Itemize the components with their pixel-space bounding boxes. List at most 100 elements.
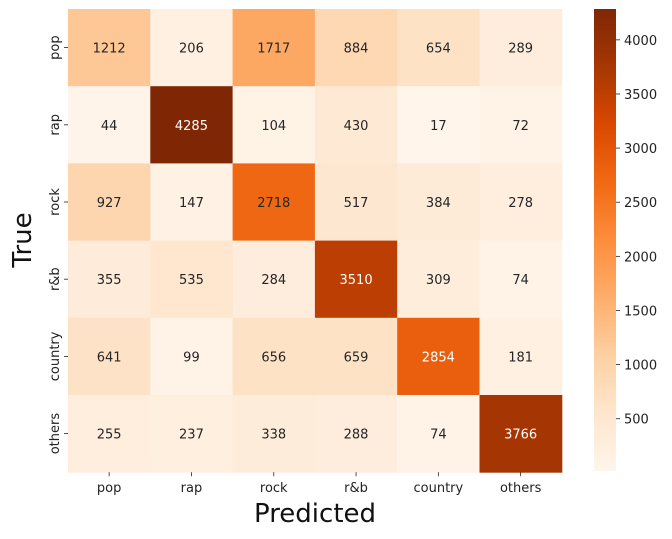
- colorbar-tick-label: 3500: [624, 88, 657, 103]
- heatmap-cell: [232, 163, 316, 242]
- colorbar-tick-label: 2500: [624, 196, 657, 211]
- x-tick-label: r&b: [344, 481, 368, 496]
- heatmap-cell-labels: 1212 206 1717 884 654 289 44 4285 104 430 17 72 927 1…: [93, 42, 538, 443]
- y-tick-label: country: [48, 331, 63, 381]
- y-axis-ticks: pop rap rock r&b country others: [48, 35, 68, 454]
- cell-value-label: 656: [261, 350, 286, 365]
- cell-value-label: 3510: [340, 273, 373, 288]
- cell-value-label: 3766: [504, 428, 537, 443]
- heatmap-cell: [479, 86, 563, 164]
- heatmap-cell: [68, 240, 151, 319]
- x-axis-ticks: pop rap rock r&b country others: [97, 472, 542, 496]
- heatmap-cell: [68, 9, 151, 87]
- heatmap-cell: [232, 9, 316, 87]
- cell-value-label: 2854: [422, 350, 455, 365]
- cell-value-label: 355: [97, 273, 122, 288]
- x-tick-label: rap: [181, 481, 203, 496]
- heatmap-cell: [150, 240, 234, 319]
- cell-value-label: 535: [179, 273, 204, 288]
- heatmap-cell: [314, 86, 398, 164]
- x-tick-label: others: [500, 481, 542, 496]
- y-axis-title: True: [8, 212, 38, 268]
- heatmap-cell: [150, 317, 234, 396]
- colorbar-tick-label: 1500: [624, 304, 657, 319]
- cell-value-label: 74: [512, 273, 529, 288]
- y-tick-label: others: [48, 413, 63, 455]
- heatmap-cell: [397, 395, 480, 473]
- cell-value-label: 284: [261, 273, 286, 288]
- cell-value-label: 384: [426, 196, 451, 211]
- cell-value-label: 181: [508, 350, 533, 365]
- cell-value-label: 659: [344, 350, 369, 365]
- y-tick-label: r&b: [48, 267, 63, 291]
- heatmap-cell: [314, 395, 398, 473]
- cell-value-label: 17: [430, 119, 447, 134]
- cell-value-label: 927: [97, 196, 122, 211]
- heatmap-cell: [68, 86, 151, 164]
- heatmap-cell: [397, 163, 480, 242]
- cell-value-label: 289: [508, 42, 533, 57]
- heatmap-cell: [150, 9, 234, 87]
- cell-value-label: 884: [344, 42, 369, 57]
- colorbar-ticks: 500 1000 1500 2000 2500 3000 3500 4000: [616, 34, 657, 428]
- heatmap-cell: [232, 317, 316, 396]
- heatmap-cell: [479, 163, 563, 242]
- heatmap-cell: [314, 163, 398, 242]
- cell-value-label: 278: [508, 196, 533, 211]
- heatmap-cells: [68, 9, 563, 473]
- cell-value-label: 309: [426, 273, 451, 288]
- cell-value-label: 288: [344, 428, 369, 443]
- colorbar-tick-label: 500: [624, 413, 649, 428]
- heatmap-cell: [150, 86, 234, 164]
- cell-value-label: 2718: [257, 196, 290, 211]
- colorbar-tick-label: 3000: [624, 142, 657, 157]
- cell-value-label: 641: [97, 350, 122, 365]
- heatmap-cell: [314, 240, 398, 319]
- cell-value-label: 72: [512, 119, 529, 134]
- heatmap-cell: [68, 317, 151, 396]
- colorbar: [594, 9, 616, 471]
- heatmap-cell: [397, 9, 480, 87]
- heatmap-cell: [232, 395, 316, 473]
- heatmap-cell: [68, 395, 151, 473]
- cell-value-label: 206: [179, 42, 204, 57]
- cell-value-label: 654: [426, 42, 451, 57]
- heatmap-cell: [232, 86, 316, 164]
- cell-value-label: 44: [101, 119, 118, 134]
- cell-value-label: 237: [179, 428, 204, 443]
- cell-value-label: 517: [344, 196, 369, 211]
- heatmap-cell: [479, 395, 563, 473]
- cell-value-label: 104: [261, 119, 286, 134]
- x-tick-label: pop: [97, 481, 121, 496]
- heatmap-cell: [314, 9, 398, 87]
- heatmap-cell: [150, 395, 234, 473]
- cell-value-label: 1212: [93, 42, 126, 57]
- cell-value-label: 430: [344, 119, 369, 134]
- heatmap-cell: [232, 240, 316, 319]
- heatmap-cell: [397, 317, 480, 396]
- y-tick-label: pop: [48, 35, 63, 59]
- colorbar-tick-label: 2000: [624, 250, 657, 265]
- heatmap-cell: [397, 86, 480, 164]
- cell-value-label: 147: [179, 196, 204, 211]
- heatmap-cell: [150, 163, 234, 242]
- heatmap-cell: [68, 163, 151, 242]
- heatmap-cell: [479, 317, 563, 396]
- cell-value-label: 4285: [175, 119, 208, 134]
- y-tick-label: rap: [48, 114, 63, 136]
- colorbar-tick-label: 4000: [624, 34, 657, 49]
- cell-value-label: 338: [261, 428, 286, 443]
- cell-value-label: 1717: [257, 42, 290, 57]
- cell-value-label: 255: [97, 428, 122, 443]
- y-tick-label: rock: [48, 188, 63, 216]
- x-tick-label: country: [413, 481, 463, 496]
- heatmap-cell: [479, 9, 563, 87]
- colorbar-tick-label: 1000: [624, 359, 657, 374]
- heatmap-cell: [397, 240, 480, 319]
- x-tick-label: rock: [260, 481, 288, 496]
- cell-value-label: 99: [183, 350, 200, 365]
- heatmap-cell: [314, 317, 398, 396]
- heatmap-cell: [479, 240, 563, 319]
- cell-value-label: 74: [430, 428, 447, 443]
